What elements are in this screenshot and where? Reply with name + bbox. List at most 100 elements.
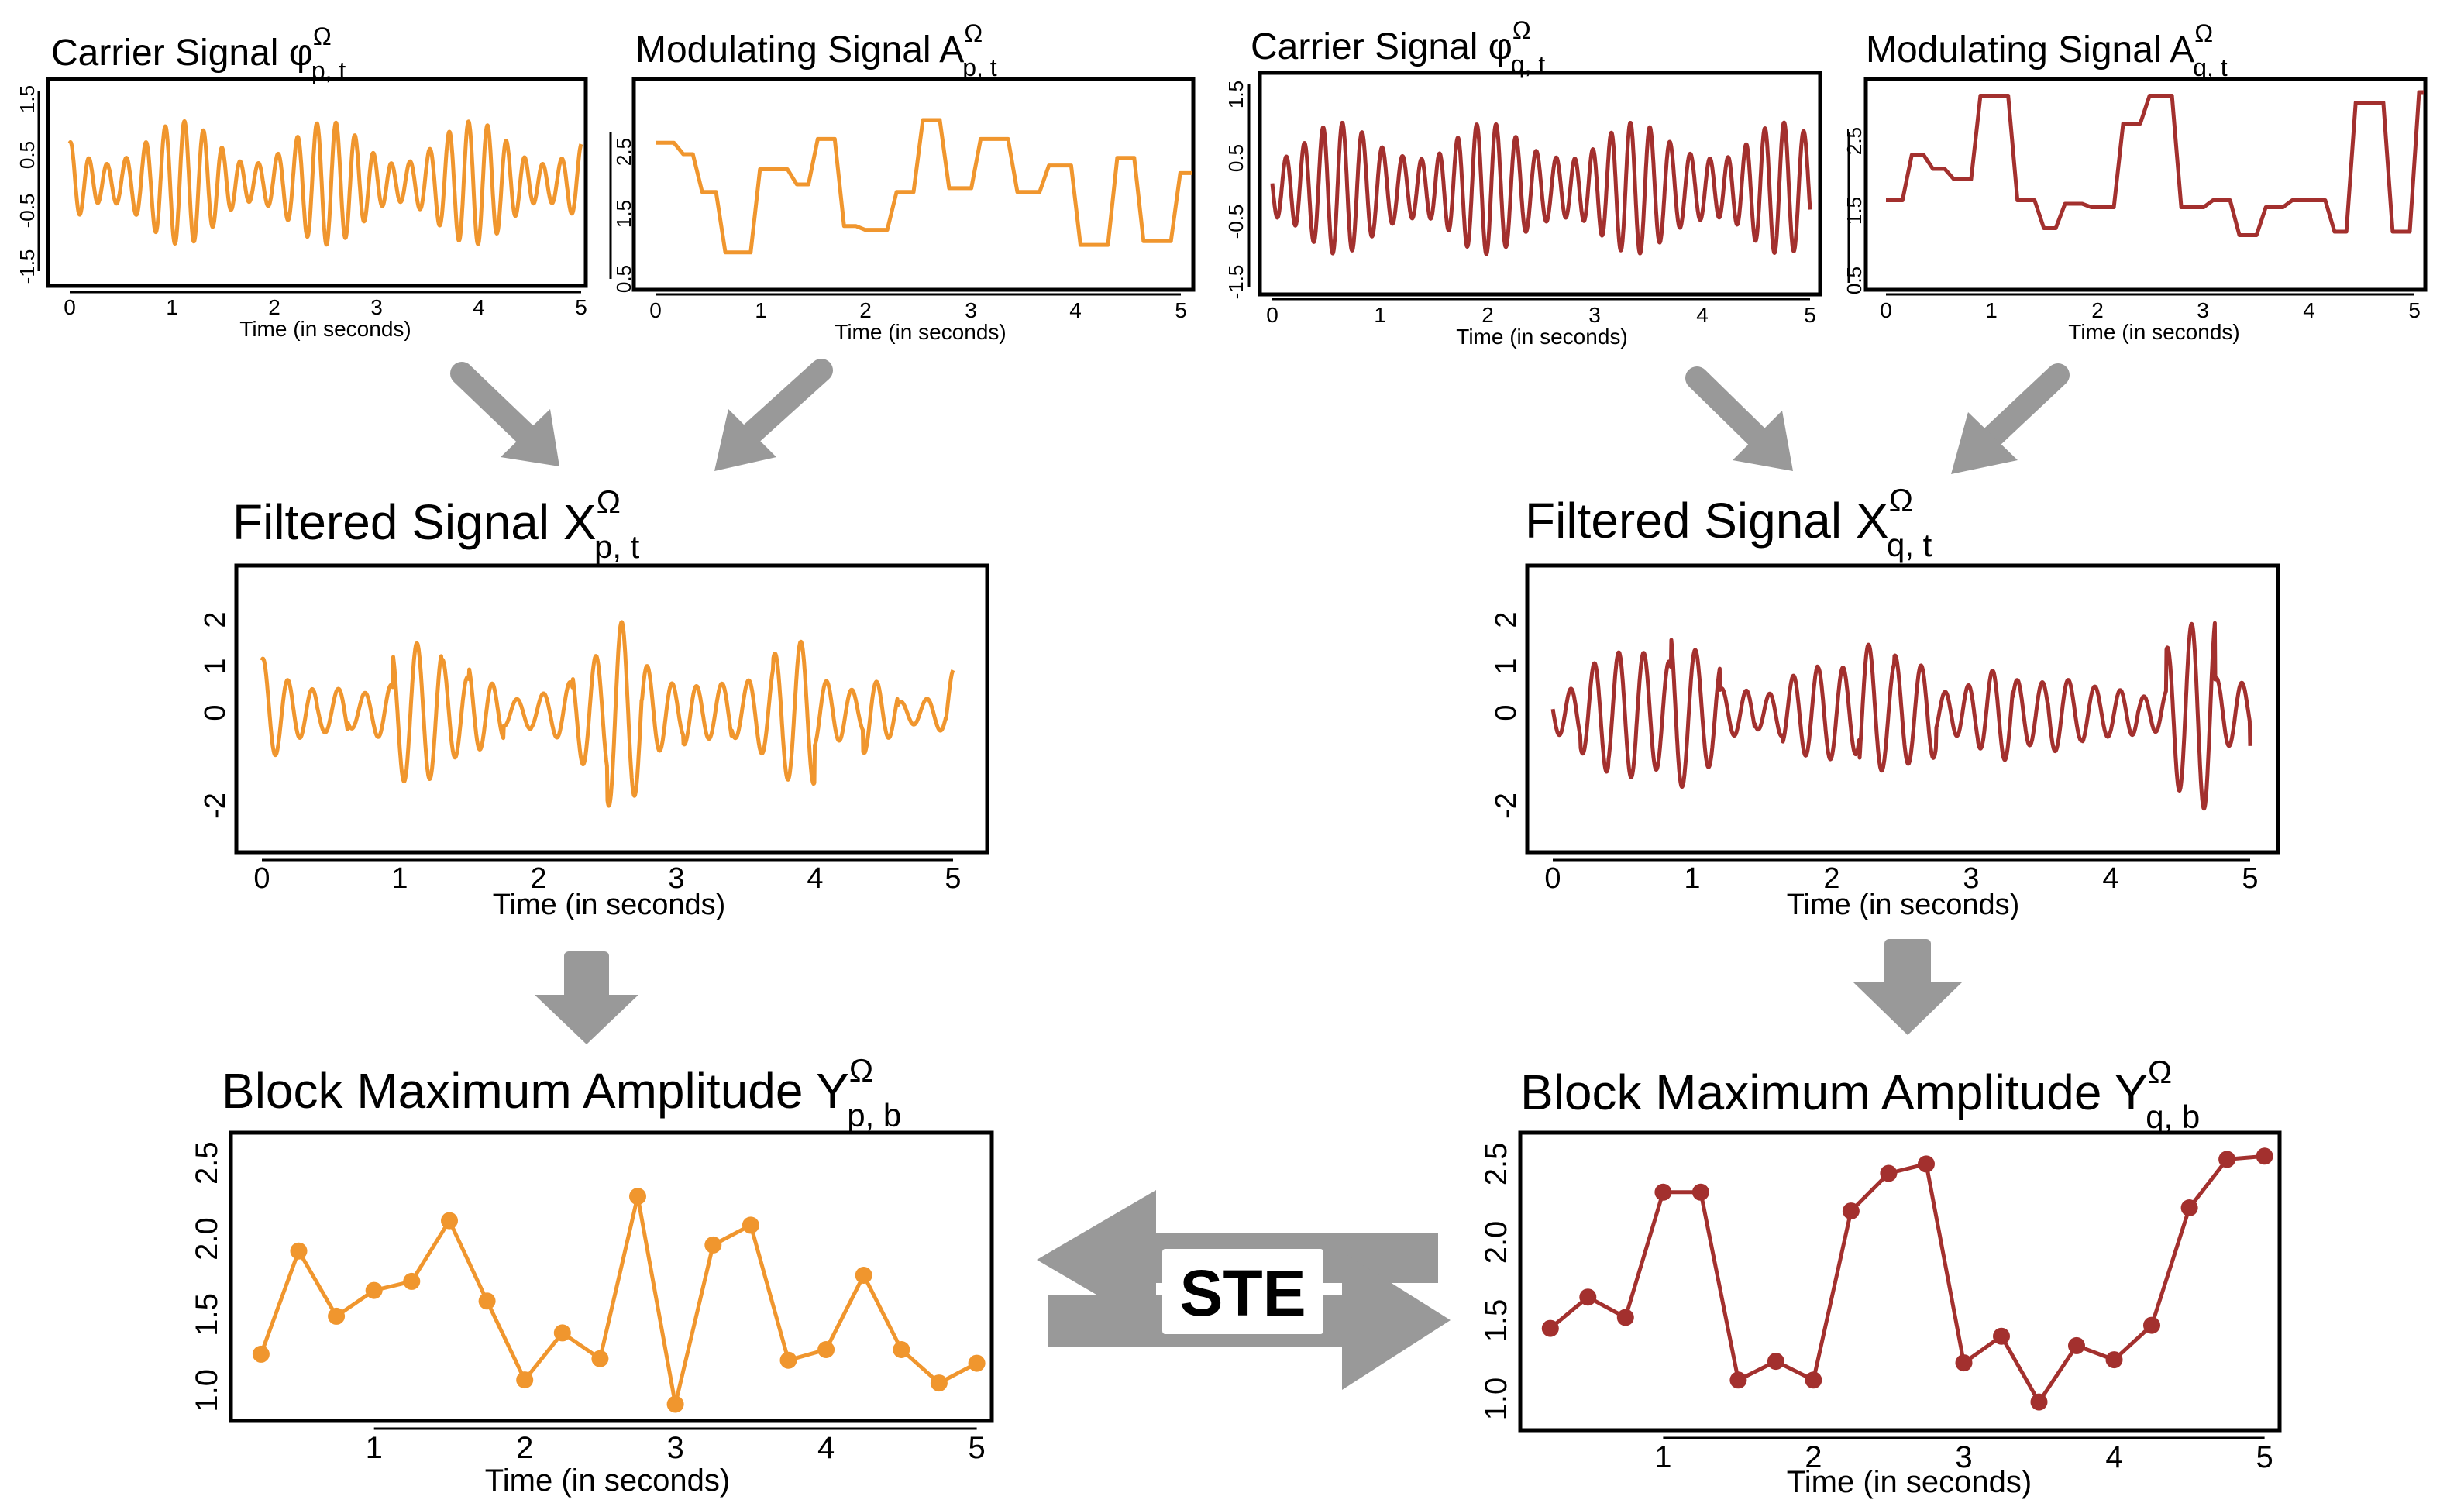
x-tick-label: 0 [253, 862, 270, 895]
x-tick-label: 5 [2256, 1440, 2273, 1474]
data-point [629, 1188, 646, 1206]
y-tick-label: -1.5 [15, 249, 39, 284]
x-tick-label: 1 [366, 1431, 383, 1465]
data-point [893, 1341, 910, 1358]
x-tick-label: 2 [859, 298, 872, 322]
data-point [1880, 1164, 1898, 1182]
y-tick-label: -0.5 [1224, 205, 1247, 239]
x-tick-label: 0 [1544, 862, 1561, 895]
data-point [742, 1216, 759, 1234]
x-axis-label: Time (in seconds) [493, 889, 726, 921]
x-axis: 0 1 2 3 4 5 Time (in seconds) [1544, 858, 2259, 921]
x-tick-label: 3 [1963, 862, 1979, 895]
data-point [968, 1354, 986, 1372]
data-point [855, 1267, 872, 1284]
data-point [1654, 1183, 1672, 1201]
panel-carrier-p: Carrier Signal φΩ p, t 1.5 0.5 -0.5 -1.5 … [15, 22, 588, 341]
series-line [1270, 120, 1812, 256]
arrow-down-right-icon [450, 362, 559, 466]
y-tick-label: 1.5 [612, 200, 635, 228]
x-tick-label: 4 [807, 862, 823, 895]
series-points [1541, 1147, 2273, 1411]
x-tick-label: 5 [2408, 298, 2421, 322]
x-tick-label: 1 [1985, 298, 1998, 322]
plot-frame [1518, 1130, 2282, 1433]
x-tick-label: 2 [1823, 862, 1839, 895]
y-tick-label: 1.0 [190, 1369, 224, 1412]
x-tick-label: 5 [1175, 298, 1187, 322]
x-axis: 0 1 2 3 4 5 Time (in seconds) [253, 858, 962, 921]
data-point [516, 1371, 534, 1389]
x-tick-label: 5 [968, 1431, 985, 1465]
panel-title: Filtered Signal XΩ q, t [1525, 482, 1932, 563]
x-tick-label: 1 [391, 862, 408, 895]
x-axis: 1 2 3 4 5 [366, 1427, 986, 1465]
panel-carrier-q: Carrier Signal φΩ q, t 1.5 0.5 -0.5 -1.5 … [1224, 16, 1822, 349]
data-point [1805, 1371, 1822, 1389]
y-tick-label: 2 [1490, 611, 1523, 628]
y-tick-label: -2 [1490, 793, 1523, 819]
data-point [403, 1272, 421, 1290]
x-tick-label: 3 [2197, 298, 2209, 322]
x-axis-label: Time (in seconds) [239, 317, 411, 341]
x-tick-label: 4 [2102, 862, 2118, 895]
x-tick-label: 5 [1804, 303, 1816, 327]
plot-frame [229, 1130, 994, 1423]
arrows-top [450, 359, 2070, 474]
data-point [930, 1374, 948, 1392]
plot-frame [1525, 563, 2280, 855]
data-point [1842, 1202, 1860, 1220]
series-line [259, 1194, 978, 1406]
data-point [2068, 1336, 2085, 1354]
data-point [365, 1281, 383, 1299]
x-axis-label: Time (in seconds) [485, 1464, 730, 1498]
data-point [1955, 1354, 1973, 1372]
y-axis: 1.0 1.5 2.0 2.5 [190, 1141, 224, 1412]
x-axis: 0 1 2 3 4 5 Time (in seconds) [1266, 298, 1816, 349]
x-tick-label: 2 [268, 295, 280, 319]
y-tick-label: 1.5 [1479, 1299, 1513, 1343]
data-point [1767, 1353, 1784, 1371]
x-tick-label: 3 [668, 862, 684, 895]
plot-frame [1258, 71, 1822, 297]
x-axis-label: Time (in seconds) [1787, 889, 2020, 921]
panel-block-q: Block Maximum Amplitude YΩ q, b 1.0 1.5 2… [1479, 1054, 2282, 1499]
arrow-down-left-icon [1951, 363, 2070, 474]
y-tick-label: 0.5 [15, 141, 39, 169]
panel-title: Modulating Signal AΩ p, t [635, 19, 997, 81]
panel-title: Filtered Signal XΩ p, t [232, 483, 640, 565]
x-tick-label: 3 [1588, 303, 1601, 327]
x-axis: 0 1 2 3 4 5 Time (in seconds) [1880, 293, 2421, 344]
x-tick-label: 1 [755, 298, 767, 322]
y-tick-label: 1.0 [1479, 1378, 1513, 1421]
x-axis: 0 1 2 3 4 5 Time (in seconds) [64, 291, 587, 341]
panel-title: Carrier Signal φΩ q, t [1251, 16, 1545, 78]
x-tick-label: 0 [64, 295, 76, 319]
y-tick-label: 1.5 [1224, 81, 1247, 108]
x-tick-label: 4 [2105, 1440, 2122, 1474]
x-axis-label: Time (in seconds) [1787, 1465, 2032, 1499]
data-point [817, 1341, 835, 1358]
panel-block-p: Block Maximum Amplitude YΩ p, b 1.0 1.5 2… [190, 1052, 994, 1498]
y-tick-label: 0.5 [1224, 144, 1247, 172]
x-tick-label: 0 [1266, 303, 1278, 327]
x-tick-label: 4 [1696, 303, 1709, 327]
data-point [704, 1236, 722, 1254]
x-tick-label: 2 [530, 862, 546, 895]
data-point [2105, 1351, 2123, 1369]
ste-label: STE [1179, 1257, 1306, 1329]
data-point [1918, 1155, 1935, 1173]
x-tick-label: 3 [370, 295, 383, 319]
y-tick-label: 0.5 [1843, 267, 1866, 294]
y-tick-label: 2.5 [190, 1141, 224, 1185]
arrow-down-icon [535, 951, 638, 1044]
data-point [553, 1324, 571, 1342]
y-tick-label: 2.5 [612, 138, 635, 166]
series-line [1550, 621, 2252, 811]
x-axis-label: Time (in seconds) [835, 320, 1006, 344]
data-point [779, 1351, 797, 1369]
panel-title: Modulating Signal AΩ q, t [1866, 19, 2228, 81]
y-axis: 1.5 0.5 -0.5 -1.5 [15, 85, 40, 284]
y-tick-label: 2.0 [190, 1217, 224, 1261]
panel-filtered-p: Filtered Signal XΩ p, t 2 1 0 -2 0 1 2 3 … [199, 483, 989, 921]
